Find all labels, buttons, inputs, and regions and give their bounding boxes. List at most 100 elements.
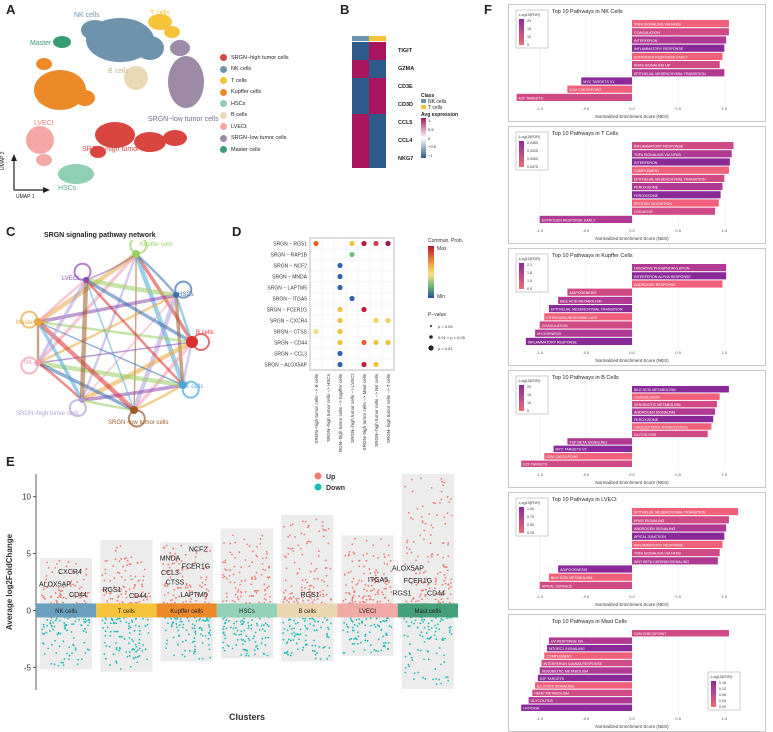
de-point-up: [112, 565, 114, 567]
gsea-title: Top 10 Pathways in B Cells: [552, 375, 619, 381]
de-point-down: [448, 627, 450, 629]
de-point-down: [195, 633, 197, 635]
de-point-up: [293, 596, 295, 598]
legend-swatch: [220, 123, 227, 130]
de-point-up: [264, 594, 266, 596]
de-point-up: [344, 574, 346, 576]
de-point-up: [345, 584, 347, 586]
de-point-up: [358, 580, 360, 582]
de-point-up: [239, 584, 241, 586]
de-point-up: [298, 598, 300, 600]
de-point-down: [109, 664, 111, 666]
de-point-down: [382, 635, 384, 637]
de-point-down: [383, 645, 385, 647]
de-point-down: [375, 650, 377, 652]
de-point-up: [383, 553, 385, 555]
de-point-up: [235, 587, 237, 589]
de-point-up: [243, 538, 245, 540]
de-point-down: [174, 618, 176, 620]
de-point-up: [384, 588, 386, 590]
de-point-down: [320, 627, 322, 629]
de-point-down: [43, 626, 45, 628]
de-point-down: [437, 623, 439, 625]
gsea-bar-label: INFLAMMATORY RESPONSE: [634, 47, 684, 51]
de-point-down: [50, 620, 52, 622]
de-point-down: [233, 633, 235, 635]
de-point-down: [63, 622, 65, 624]
de-point-down: [417, 672, 419, 674]
de-point-down: [314, 621, 316, 623]
de-point-up: [105, 572, 107, 574]
de-point-down: [290, 655, 292, 657]
de-point-up: [178, 587, 180, 589]
de-point-down: [109, 646, 111, 648]
de-point-down: [185, 640, 187, 642]
de-point-down: [313, 640, 315, 642]
de-point-down: [424, 678, 426, 680]
de-gene-label: NCF2: [189, 546, 207, 553]
de-point-down: [384, 620, 386, 622]
de-point-up: [254, 575, 256, 577]
gsea-xlabel: Normalized Enrichment Score (NES): [595, 358, 669, 363]
de-point-down: [59, 620, 61, 622]
de-point-up: [144, 568, 146, 570]
gsea-legend-tick: 20: [527, 19, 531, 23]
de-cluster-label: NK cells: [55, 609, 77, 615]
de-point-up: [421, 589, 423, 591]
de-point-up: [287, 536, 289, 538]
de-point-up: [404, 486, 406, 488]
de-point-up: [206, 589, 208, 591]
de-point-down: [370, 617, 372, 619]
de-point-up: [388, 581, 390, 583]
dotplot-row-label: SRGN − LAPTM5: [267, 286, 307, 292]
de-gene-label: MNDA: [160, 555, 181, 562]
de-point-down: [361, 620, 363, 622]
umap-label-lvec: LVECt: [34, 120, 54, 127]
dotplot-row-label: SRGN − RGS1: [273, 242, 307, 248]
de-point-up: [229, 543, 231, 545]
de-point-down: [184, 656, 186, 658]
de-point-down: [233, 628, 235, 630]
de-point-down: [357, 631, 359, 633]
de-point-down: [434, 634, 436, 636]
de-point-up: [420, 593, 422, 595]
de-point-up: [447, 598, 449, 600]
de-point-down: [426, 638, 428, 640]
de-point-up: [251, 561, 253, 563]
de-point-up: [345, 598, 347, 600]
de-point-down: [435, 678, 437, 680]
de-point-down: [68, 658, 70, 660]
de-point-up: [308, 525, 310, 527]
de-point-up: [435, 581, 437, 583]
de-point-up: [446, 566, 448, 568]
heatmap-cell: [369, 60, 386, 78]
de-point-down: [73, 623, 75, 625]
de-gene-label: RGS1: [300, 592, 319, 599]
de-point-up: [119, 572, 121, 574]
de-point-down: [84, 628, 86, 630]
de-point-down: [201, 628, 203, 630]
de-point-down: [241, 620, 243, 622]
de-point-up: [284, 555, 286, 557]
dotplot-dot: [361, 241, 366, 246]
de-point-down: [85, 618, 87, 620]
de-point-down: [375, 626, 377, 628]
de-point-down: [133, 649, 135, 651]
gsea-bar-label: E2F TARGETS: [540, 677, 565, 681]
de-point-down: [373, 649, 375, 651]
de-point-down: [287, 629, 289, 631]
de-point-down: [177, 644, 179, 646]
de-point-up: [285, 579, 287, 581]
de-gene-label: CTSS: [166, 579, 185, 586]
gsea-bar-label: COMPLEMENT: [546, 654, 572, 658]
de-point-up: [435, 599, 437, 601]
de-point-down: [41, 629, 43, 631]
de-point-up: [421, 516, 423, 518]
de-point-down: [376, 618, 378, 620]
de-point-up: [427, 556, 429, 558]
de-point-down: [47, 648, 49, 650]
de-point-up: [182, 575, 184, 577]
de-point-up: [317, 578, 319, 580]
de-point-down: [208, 644, 210, 646]
de-point-down: [354, 643, 356, 645]
